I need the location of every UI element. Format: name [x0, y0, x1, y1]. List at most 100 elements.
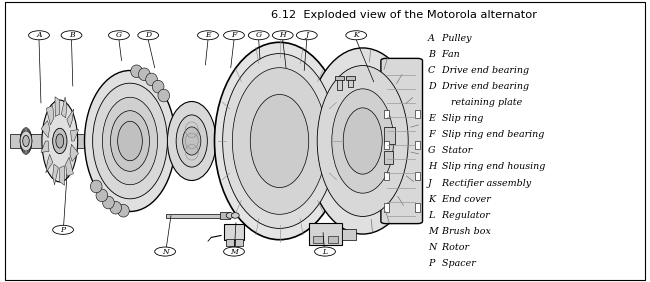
Text: Rectifier assembly: Rectifier assembly	[439, 179, 532, 188]
Bar	[220, 212, 230, 219]
Circle shape	[315, 247, 335, 256]
Ellipse shape	[152, 80, 164, 93]
Ellipse shape	[118, 204, 129, 217]
Polygon shape	[55, 97, 60, 116]
Text: Regulator: Regulator	[439, 211, 490, 220]
Ellipse shape	[90, 180, 102, 193]
Text: Brush box: Brush box	[439, 227, 491, 236]
Polygon shape	[66, 157, 73, 177]
Bar	[384, 151, 393, 164]
Bar	[384, 110, 389, 118]
Text: B: B	[69, 31, 74, 39]
Circle shape	[346, 31, 367, 40]
Bar	[415, 110, 420, 118]
Text: A: A	[428, 34, 435, 43]
Ellipse shape	[231, 213, 239, 218]
Bar	[384, 203, 389, 212]
Text: Fan: Fan	[439, 50, 460, 59]
Text: G: G	[428, 146, 436, 155]
Circle shape	[272, 31, 293, 40]
Ellipse shape	[158, 89, 170, 102]
Text: L: L	[428, 211, 434, 220]
Text: J: J	[428, 179, 432, 188]
Polygon shape	[53, 164, 58, 185]
Bar	[335, 76, 344, 80]
Polygon shape	[46, 155, 53, 173]
Ellipse shape	[214, 42, 344, 240]
Text: Spacer: Spacer	[439, 259, 476, 268]
Ellipse shape	[103, 196, 114, 209]
Ellipse shape	[20, 129, 32, 153]
Circle shape	[224, 31, 244, 40]
Bar	[384, 172, 389, 180]
Ellipse shape	[96, 189, 108, 202]
Ellipse shape	[103, 97, 157, 185]
Bar	[346, 76, 355, 80]
Ellipse shape	[42, 100, 78, 182]
Text: B: B	[428, 50, 435, 59]
Ellipse shape	[56, 134, 64, 148]
Bar	[415, 203, 420, 212]
Ellipse shape	[84, 70, 176, 212]
Ellipse shape	[233, 68, 326, 214]
Ellipse shape	[23, 135, 29, 147]
Ellipse shape	[20, 130, 32, 152]
Text: P: P	[60, 226, 66, 234]
Text: K: K	[428, 195, 435, 204]
Text: Slip ring: Slip ring	[439, 114, 484, 123]
Text: Slip ring end housing: Slip ring end housing	[439, 162, 546, 171]
Bar	[348, 79, 353, 87]
Bar	[342, 229, 356, 240]
Bar	[10, 134, 263, 148]
Ellipse shape	[146, 73, 157, 86]
Ellipse shape	[20, 127, 32, 155]
Text: N: N	[428, 243, 436, 252]
Text: End cover: End cover	[439, 195, 491, 204]
Circle shape	[155, 247, 176, 256]
Bar	[313, 236, 323, 243]
Text: F: F	[231, 31, 237, 39]
Ellipse shape	[343, 108, 382, 174]
Ellipse shape	[332, 89, 394, 193]
Text: Pulley: Pulley	[439, 34, 472, 43]
Text: H: H	[280, 31, 286, 39]
Text: Stator: Stator	[439, 146, 473, 155]
Bar	[235, 239, 243, 246]
Circle shape	[29, 31, 49, 40]
Text: D: D	[428, 82, 436, 91]
Text: K: K	[354, 31, 359, 39]
Bar	[384, 141, 389, 149]
Bar	[415, 172, 420, 180]
Ellipse shape	[110, 201, 122, 214]
Text: E: E	[205, 31, 211, 39]
Text: M: M	[230, 248, 238, 255]
Ellipse shape	[168, 102, 216, 180]
Polygon shape	[41, 141, 49, 152]
Ellipse shape	[317, 66, 408, 217]
Text: C: C	[428, 66, 435, 75]
FancyBboxPatch shape	[5, 2, 645, 280]
Ellipse shape	[92, 83, 168, 199]
Ellipse shape	[226, 213, 234, 218]
Text: G: G	[255, 31, 262, 39]
Text: P: P	[428, 259, 434, 268]
Text: Slip ring end bearing: Slip ring end bearing	[439, 130, 545, 139]
Ellipse shape	[222, 54, 337, 228]
Bar	[166, 214, 221, 218]
Ellipse shape	[53, 128, 67, 154]
Ellipse shape	[250, 94, 309, 188]
Circle shape	[138, 31, 159, 40]
Text: M: M	[428, 227, 437, 236]
Bar	[224, 224, 244, 240]
Text: E: E	[428, 114, 435, 123]
Polygon shape	[60, 166, 64, 185]
Text: A: A	[36, 31, 42, 39]
Circle shape	[198, 31, 218, 40]
Circle shape	[224, 247, 244, 256]
Ellipse shape	[111, 111, 150, 171]
Bar	[384, 127, 395, 144]
Polygon shape	[46, 105, 54, 125]
Text: Drive end bearing: Drive end bearing	[439, 66, 530, 75]
Circle shape	[109, 31, 129, 40]
Text: L: L	[322, 248, 328, 255]
